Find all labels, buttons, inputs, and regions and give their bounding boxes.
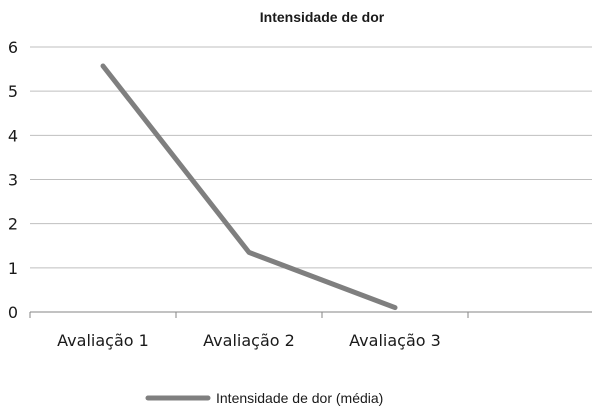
chart-title: Intensidade de dor [260, 9, 385, 25]
legend: Intensidade de dor (média) [145, 390, 383, 406]
y-tick-label-0: 0 [8, 303, 18, 322]
y-tick-label-2: 2 [8, 215, 18, 234]
x-axis [29, 311, 592, 318]
legend-label: Intensidade de dor (média) [216, 390, 383, 406]
y-tick-label-5: 5 [8, 82, 18, 101]
series-line-1 [100, 63, 398, 311]
x-tick-label-3: Avaliação 3 [349, 331, 441, 350]
x-tick-label-1: Avaliação 1 [57, 331, 149, 350]
y-tick-label-4: 4 [8, 126, 18, 145]
y-axis-tick-labels: 0 1 2 3 4 5 6 [8, 38, 18, 322]
x-axis-tick-labels: Avaliação 1 Avaliação 2 Avaliação 3 [57, 331, 441, 350]
y-tick-label-1: 1 [8, 259, 18, 278]
y-tick-label-6: 6 [8, 38, 18, 57]
series-group [100, 63, 398, 311]
x-tick-label-2: Avaliação 2 [203, 331, 295, 350]
y-tick-label-3: 3 [8, 171, 18, 190]
